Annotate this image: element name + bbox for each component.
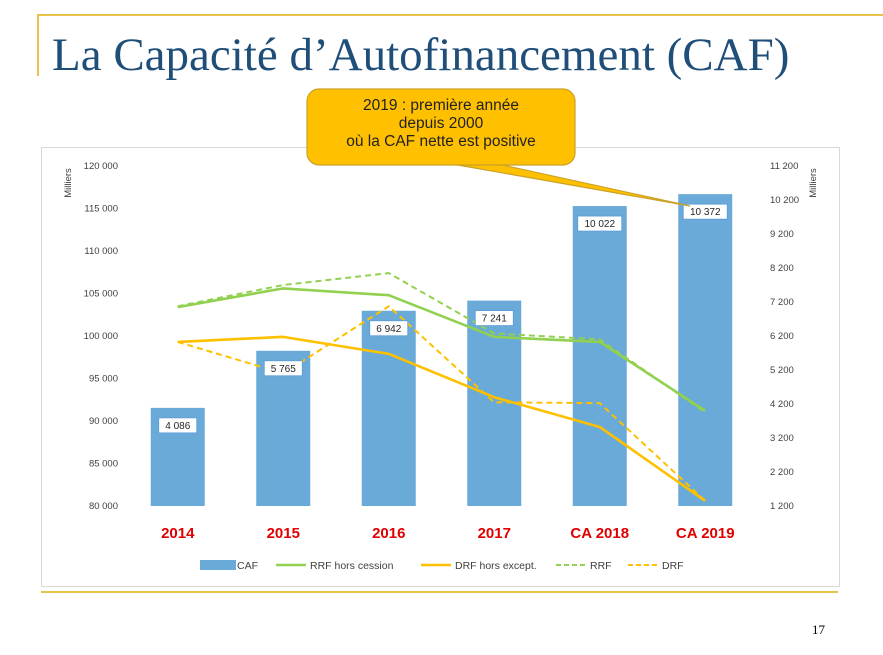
caf-data-label-box xyxy=(263,360,303,377)
caf-data-label: 10 022 xyxy=(584,219,615,230)
right-axis-tick: 5 200 xyxy=(770,365,794,376)
right-axis-label: Milliers xyxy=(808,168,819,198)
right-axis-tick: 2 200 xyxy=(770,467,794,478)
caf-data-label-box xyxy=(577,215,623,232)
caf-data-label-box xyxy=(369,320,409,337)
callout-text: 2019 : première année depuis 2000 où la … xyxy=(313,97,569,151)
left-axis-label: Milliers xyxy=(63,168,74,198)
right-axis-tick: 8 200 xyxy=(770,263,794,274)
legend-label: CAF xyxy=(237,560,258,572)
right-axis-tick: 3 200 xyxy=(770,433,794,444)
decorative-vertical-line xyxy=(37,14,39,76)
right-axis-tick: 1 200 xyxy=(770,501,794,512)
left-axis-tick: 90 000 xyxy=(89,416,118,427)
series-line-rrf-hors-cession xyxy=(177,287,706,412)
right-axis-tick: 7 200 xyxy=(770,297,794,308)
decorative-bottom-line xyxy=(41,591,838,593)
right-axis-tick: 10 200 xyxy=(770,195,799,206)
right-axis-tick: 4 200 xyxy=(770,399,794,410)
callout-line-2: depuis 2000 xyxy=(398,115,484,132)
right-axis-tick: 6 200 xyxy=(770,331,794,342)
series-line-drf-hors-except- xyxy=(177,335,706,502)
category-label: 2014 xyxy=(161,525,195,542)
left-axis-tick: 120 000 xyxy=(84,161,118,172)
legend: CAF RRF hors cession DRF hors except. RRF DR… xyxy=(200,560,684,572)
legend-swatch xyxy=(200,560,236,570)
caf-data-label-box xyxy=(682,203,728,220)
caf-data-label: 5 765 xyxy=(271,364,296,375)
caf-data-label: 7 241 xyxy=(482,314,507,325)
right-axis-ticks: 1 200 2 200 3 200 4 200 5 200 6 200 7 200 8 200… xyxy=(770,161,799,512)
page-title: La Capacité d’Autofinancement (CAF) xyxy=(52,29,790,81)
left-axis-tick: 95 000 xyxy=(89,374,118,385)
legend-label: RRF xyxy=(590,560,612,572)
caf-bar xyxy=(256,350,311,506)
legend-label: DRF hors except. xyxy=(455,560,537,572)
category-label: CA 2019 xyxy=(676,525,735,542)
left-axis-tick: 100 000 xyxy=(84,331,118,342)
left-axis-tick: 110 000 xyxy=(84,246,118,257)
caf-data-label: 4 086 xyxy=(165,421,190,432)
left-axis-ticks: 80 000 85 000 90 000 95 000 100 000 105 000 11… xyxy=(84,161,118,512)
caf-bar xyxy=(678,194,733,507)
caf-data-label: 6 942 xyxy=(376,324,401,335)
callout-box xyxy=(306,88,576,166)
left-axis-tick: 115 000 xyxy=(84,204,118,215)
caf-bar xyxy=(361,310,416,506)
caf-bar xyxy=(572,206,627,506)
category-label: CA 2018 xyxy=(570,525,629,542)
series-line-rrf xyxy=(177,272,706,414)
slide-number: 17 xyxy=(812,622,825,637)
category-label: 2015 xyxy=(267,525,300,542)
left-axis-tick: 85 000 xyxy=(89,459,118,470)
decorative-top-line xyxy=(37,14,883,16)
callout-line-1: 2019 : première année xyxy=(363,97,519,114)
right-axis-tick: 11 200 xyxy=(770,161,798,172)
right-axis-tick: 9 200 xyxy=(770,229,794,240)
category-label: 2017 xyxy=(478,525,511,542)
legend-label: RRF hors cession xyxy=(310,560,394,572)
caf-data-label-box xyxy=(158,417,198,434)
category-label: 2016 xyxy=(372,525,405,542)
callout-pointer xyxy=(451,163,691,207)
category-labels: 2014 2015 2016 2017 CA 2018 CA 2019 xyxy=(161,525,735,542)
caf-data-label: 10 372 xyxy=(690,207,721,218)
legend-label: DRF xyxy=(662,560,684,572)
left-axis-tick: 80 000 xyxy=(89,501,118,512)
left-axis-tick: 105 000 xyxy=(84,289,118,300)
caf-data-label-box xyxy=(474,310,514,327)
callout-line-3: où la CAF nette est positive xyxy=(346,133,536,150)
caf-data-labels: 4 086 5 765 6 942 7 241 10 022 10 372 xyxy=(158,203,728,434)
